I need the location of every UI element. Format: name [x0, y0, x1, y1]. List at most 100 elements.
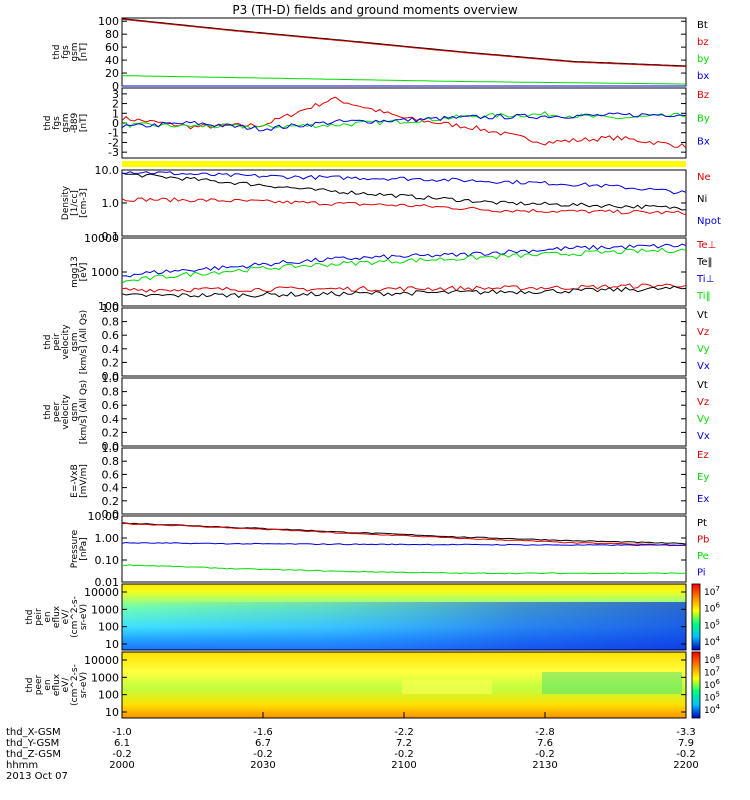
- y-axis-label: peir: [52, 333, 62, 351]
- y-tick-label: 0.6: [102, 468, 120, 481]
- series-By: [121, 111, 687, 130]
- x-tick-label: 2030: [250, 760, 275, 771]
- legend-By: By: [697, 113, 710, 124]
- panel-pressure: 10.00 1.00 0.10 0.01 Pressure [nPa] Pt Pb Pe Pi: [70, 510, 709, 589]
- y-tick-label: 0.1: [102, 230, 120, 243]
- legend-Ti‖: Ti‖: [696, 291, 711, 302]
- y-axis-label: velocity: [61, 324, 71, 360]
- series-Pe: [121, 564, 686, 575]
- colorbar-scale: [691, 583, 701, 651]
- y-tick-label: 1.00: [95, 532, 120, 545]
- y-tick-label: -2: [108, 136, 119, 149]
- y-tick-label: 0.6: [102, 329, 120, 342]
- y-axis-label: thd: [25, 610, 35, 625]
- x-tick-label: -0.2: [676, 749, 696, 760]
- series-bz: [121, 18, 687, 68]
- panel-frame: [121, 583, 687, 651]
- panel-frame: [121, 169, 687, 237]
- legend-Te‖: Te‖: [696, 257, 713, 268]
- legend-Bt: Bt: [697, 20, 708, 31]
- legend-Npot: Npot: [697, 216, 721, 227]
- x-row-label: 2013 Oct 07: [6, 771, 68, 782]
- panel-frame: [121, 447, 687, 515]
- y-axis-label: gsm: [70, 402, 80, 421]
- series-Npot: [121, 171, 687, 195]
- x-tick-label: 7.2: [396, 738, 412, 749]
- legend-Vt: Vt: [697, 310, 708, 321]
- colorbar-label: 104: [704, 703, 720, 716]
- y-tick-label: 0.0: [102, 508, 120, 521]
- legend-Bx: Bx: [697, 137, 710, 148]
- colorbar-label: 104: [704, 635, 720, 648]
- y-axis-label: gsm: [61, 113, 71, 132]
- legend-Ni: Ni: [697, 194, 707, 205]
- series-Pi: [121, 541, 687, 547]
- x-row-label: thd_Y-GSM: [6, 738, 59, 749]
- colorbar-label: 108: [704, 653, 720, 666]
- x-row-label: hhmm: [6, 760, 38, 771]
- y-tick-label: 10: [105, 706, 119, 719]
- x-tick-label: 2100: [391, 760, 416, 771]
- y-axis-label: E=-VxB: [70, 464, 80, 498]
- y-tick-label: 40: [105, 54, 119, 67]
- colorbar-peir-spec: 107 106 105 104: [691, 583, 720, 651]
- y-tick-label: -1: [108, 127, 119, 140]
- series-Ti⊥: [121, 243, 687, 278]
- y-axis-label: peer: [52, 401, 62, 422]
- y-axis-label: mgg13: [70, 256, 80, 288]
- y-tick-label: 100: [98, 15, 119, 28]
- y-axis-label: gsm: [70, 42, 80, 61]
- legend-Vz: Vz: [697, 397, 709, 408]
- y-tick-label: 1000: [91, 671, 119, 684]
- colorbar-scale: [691, 651, 701, 719]
- legend-Ez: Ez: [697, 450, 709, 461]
- y-tick-label: 10000: [84, 586, 119, 599]
- legend-Pi: Pi: [697, 568, 706, 579]
- x-tick-label: -2.8: [535, 727, 555, 738]
- legend-Ex: Ex: [697, 494, 709, 505]
- y-tick-label: 0.8: [102, 455, 120, 468]
- y-axis-label: fgs: [61, 45, 71, 59]
- x-tick-label: -3.3: [676, 727, 696, 738]
- x-row-label: thd_X-GSM: [6, 727, 61, 738]
- y-tick-label: 0.2: [102, 356, 120, 369]
- legend-Vz: Vz: [697, 327, 709, 338]
- y-tick-label: 0.6: [102, 399, 120, 412]
- legend-Ne: Ne: [697, 172, 711, 183]
- y-tick-label: 0.4: [102, 343, 120, 356]
- y-tick-label: 2: [112, 98, 119, 111]
- y-axis-label: [km/s] (All Qs): [79, 380, 89, 444]
- series-Pb: [121, 522, 687, 546]
- y-axis-label: sr-eV): [79, 604, 89, 630]
- series-Ni: [121, 172, 687, 211]
- legend-Ey: Ey: [697, 472, 709, 483]
- series-Bt: [121, 18, 687, 67]
- legend-Pe: Pe: [697, 551, 709, 562]
- y-tick-label: 0.0: [102, 440, 120, 453]
- panel-frame: [121, 237, 687, 307]
- y-tick-label: 1.0: [102, 372, 120, 385]
- y-axis-label: sr-eV): [79, 672, 89, 698]
- y-axis-label: (cm^2-s-: [70, 664, 80, 706]
- legend-Pt: Pt: [697, 518, 707, 529]
- legend-bx: bx: [697, 71, 709, 82]
- y-tick-label: 10000: [84, 232, 119, 245]
- y-tick-label: 0.8: [102, 386, 120, 399]
- y-axis-label: peir: [34, 608, 44, 626]
- y-axis-label: eflux: [52, 673, 62, 696]
- y-tick-label: 100: [98, 621, 119, 634]
- y-axis-label: Density: [61, 185, 71, 220]
- y-axis-label: (cm^2-s-: [70, 596, 80, 638]
- y-axis-label: eflux: [52, 605, 62, 628]
- series-by: [121, 75, 687, 85]
- y-tick-label: 0: [112, 117, 119, 130]
- series-Ti‖: [121, 247, 687, 284]
- panel-temperature: 10000 1000 100 mgg13 [eV] Te⊥ Te‖ Ti⊥ Ti‖: [70, 232, 716, 313]
- y-tick-label: 100: [98, 300, 119, 313]
- y-tick-label: 0: [112, 80, 119, 93]
- quality-flag-bar: [122, 161, 686, 167]
